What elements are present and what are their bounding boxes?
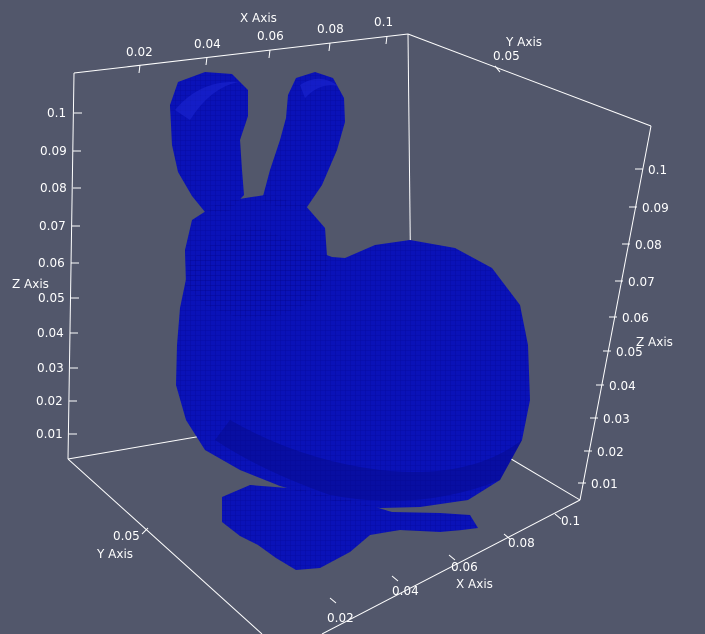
tick-label: 0.1 — [648, 163, 667, 177]
y-axis-title-bottom: Y Axis — [96, 547, 133, 561]
z-axis-title-left: Z Axis — [12, 277, 49, 291]
tick-label: 0.1 — [561, 514, 580, 528]
tick-label: 0.04 — [609, 379, 636, 393]
tick-label: 0.08 — [317, 22, 344, 36]
tick-label: 0.05 — [113, 529, 140, 543]
x-axis-top-labels: 0.02 0.04 0.06 0.08 0.1 — [126, 15, 393, 59]
tick-label: 0.03 — [37, 361, 64, 375]
tick-label: 0.03 — [603, 412, 630, 426]
tick-label: 0.04 — [392, 584, 419, 598]
tick-label: 0.01 — [591, 477, 618, 491]
y-axis-title-top: Y Axis — [505, 35, 542, 49]
tick-label: 0.08 — [40, 181, 67, 195]
tick-label: 0.02 — [327, 611, 354, 625]
tick-label: 0.04 — [37, 326, 64, 340]
tick-label: 0.09 — [40, 144, 67, 158]
tick-label: 0.06 — [38, 256, 65, 270]
tick-label: 0.06 — [451, 560, 478, 574]
x-axis-title-bottom: X Axis — [456, 577, 493, 591]
tick-label: 0.02 — [36, 394, 63, 408]
tick-label: 0.1 — [374, 15, 393, 29]
tick-label: 0.02 — [126, 45, 153, 59]
z-axis-title-right: Z Axis — [636, 335, 673, 349]
x-axis-title-top: X Axis — [240, 11, 277, 25]
tick-label: 0.08 — [508, 536, 535, 550]
tick-label: 0.06 — [257, 29, 284, 43]
tick-label: 0.05 — [616, 345, 643, 359]
tick-label: 0.07 — [39, 219, 66, 233]
tick-marks — [69, 35, 643, 604]
tick-label: 0.09 — [642, 201, 669, 215]
tick-label: 0.1 — [47, 106, 66, 120]
z-axis-left-labels: 0.1 0.09 0.08 0.07 0.06 0.05 0.04 0.03 0… — [36, 106, 67, 441]
tick-label: 0.06 — [622, 311, 649, 325]
tick-label: 0.05 — [493, 49, 520, 63]
tick-label: 0.02 — [597, 445, 624, 459]
tick-label: 0.05 — [38, 291, 65, 305]
voxelized-bunny[interactable] — [170, 72, 530, 570]
tick-label: 0.08 — [635, 238, 662, 252]
tick-label: 0.07 — [628, 275, 655, 289]
x-axis-bottom-labels: 0.02 0.04 0.06 0.08 0.1 — [327, 514, 580, 625]
z-axis-right-labels: 0.1 0.09 0.08 0.07 0.06 0.05 0.04 0.03 0… — [591, 163, 669, 491]
tick-label: 0.04 — [194, 37, 221, 51]
tick-label: 0.01 — [36, 427, 63, 441]
